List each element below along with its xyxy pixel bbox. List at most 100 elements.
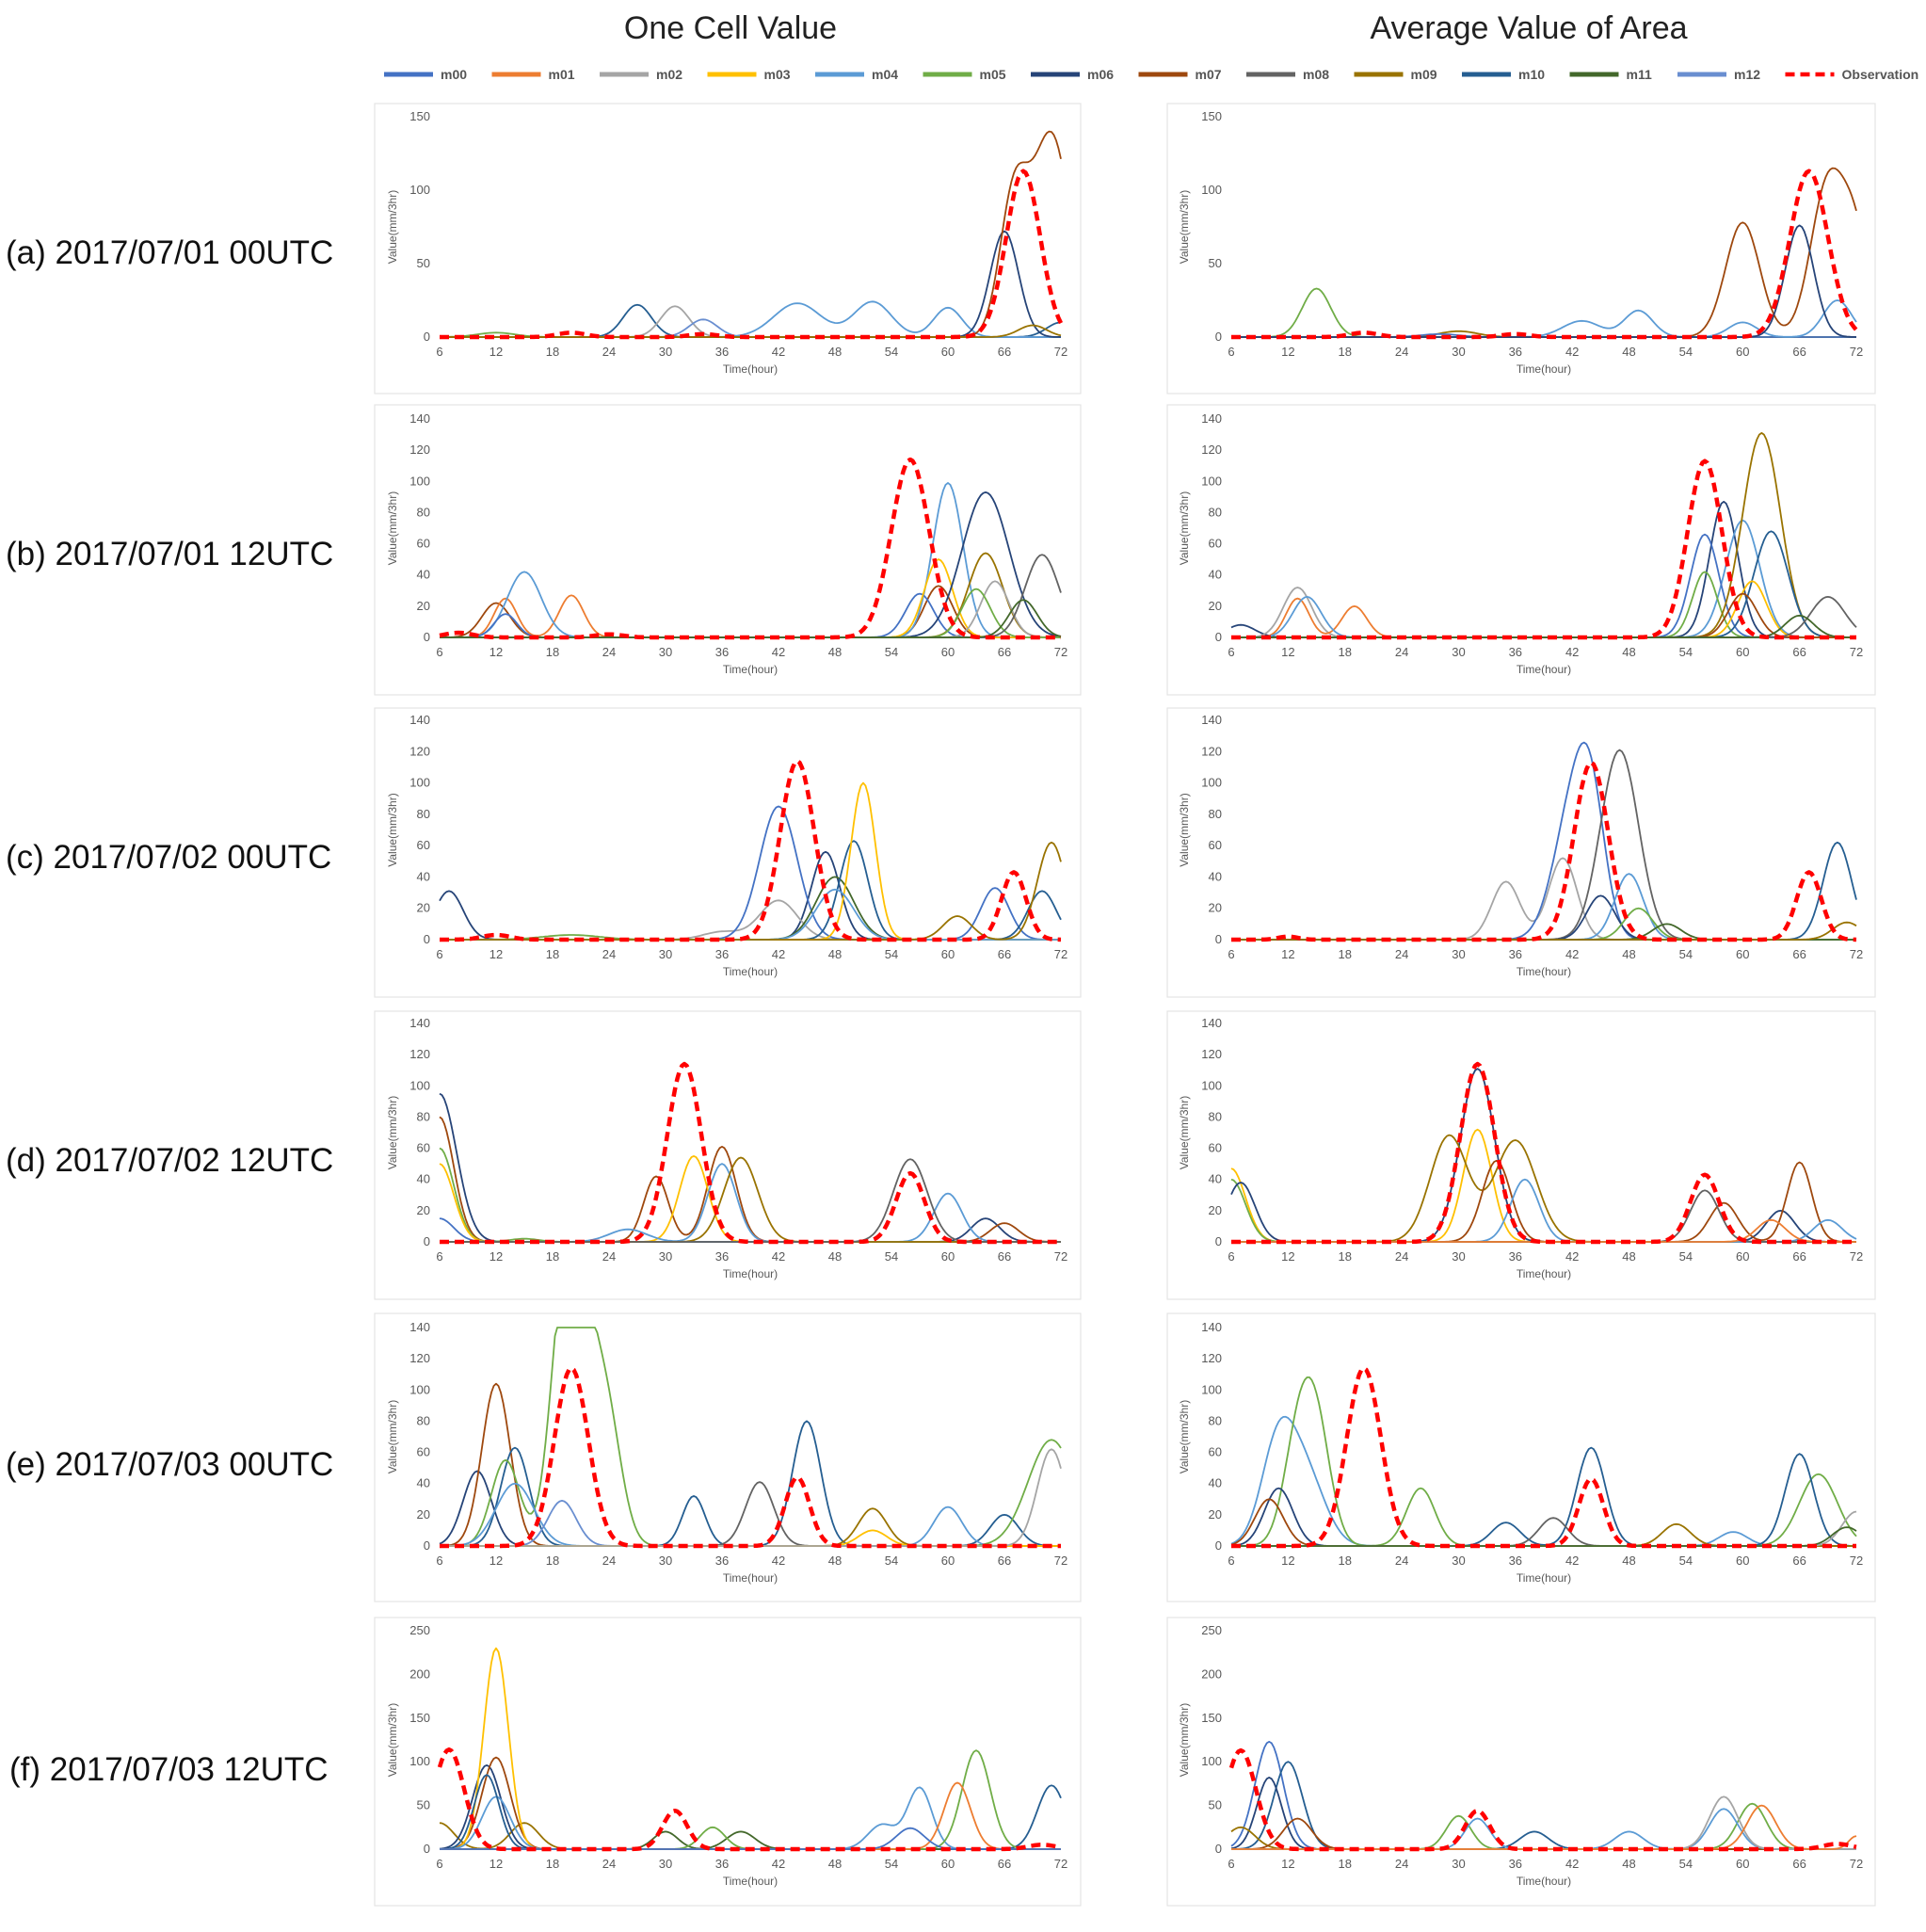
legend-label-m09: m09: [1411, 67, 1437, 82]
x-tick-label: 60: [1736, 1554, 1749, 1568]
y-tick-label: 20: [417, 1507, 430, 1521]
x-tick-label: 36: [715, 1857, 729, 1871]
y-axis-label: Value(mm/3hr): [1178, 491, 1191, 565]
y-tick-label: 0: [1215, 330, 1222, 344]
y-tick-label: 100: [409, 474, 430, 488]
y-tick-label: 150: [409, 1711, 430, 1725]
y-tick-label: 150: [1201, 109, 1222, 123]
x-tick-label: 36: [1509, 345, 1522, 359]
x-tick-label: 42: [1565, 645, 1579, 659]
y-tick-label: 80: [1209, 1109, 1222, 1123]
x-tick-label: 60: [941, 1857, 955, 1871]
x-tick-label: 6: [436, 1554, 442, 1568]
y-tick-label: 150: [1201, 1711, 1222, 1725]
y-tick-label: 80: [417, 1413, 430, 1427]
panel-r1c1: 0 20 40 60 80 100 120 140 6 12 18 24 30 36 42 48 54 60 66 7…: [1166, 404, 1876, 696]
y-tick-label: 0: [424, 1538, 430, 1553]
x-tick-label: 18: [546, 1554, 559, 1568]
y-axis-label: Value(mm/3hr): [1178, 1400, 1191, 1473]
x-tick-label: 48: [1622, 1249, 1635, 1264]
y-tick-label: 100: [409, 183, 430, 197]
series-line-m06: [1231, 224, 1857, 338]
y-axis-label: Value(mm/3hr): [386, 1703, 399, 1777]
x-tick-label: 30: [1452, 1857, 1465, 1871]
y-tick-label: 0: [424, 1234, 430, 1248]
panel-frame: [1166, 404, 1876, 696]
x-axis-label: Time(hour): [1517, 362, 1571, 376]
panel-frame: [1166, 1010, 1876, 1300]
panel-frame: [374, 1312, 1082, 1602]
x-tick-label: 24: [602, 947, 616, 961]
series-line-observation: [440, 1061, 1061, 1245]
x-tick-label: 6: [436, 645, 442, 659]
x-tick-label: 72: [1850, 645, 1863, 659]
legend-label-m12: m12: [1734, 67, 1760, 82]
x-tick-label: 12: [490, 645, 503, 659]
x-tick-label: 24: [602, 345, 616, 359]
x-tick-label: 54: [1679, 645, 1693, 659]
x-tick-label: 24: [1395, 1857, 1408, 1871]
x-axis-label: Time(hour): [723, 1267, 778, 1280]
y-tick-label: 100: [409, 1382, 430, 1396]
y-tick-label: 0: [424, 1842, 430, 1856]
panel-r0c0: 0 50 100 150 6 12 18 24 30 36 42 48 54 60 66 72 Time(hou…: [374, 103, 1082, 394]
x-tick-label: 66: [998, 947, 1011, 961]
x-tick-label: 18: [1338, 1554, 1351, 1568]
x-axis-label: Time(hour): [723, 663, 778, 676]
y-axis-label: Value(mm/3hr): [386, 1400, 399, 1473]
x-axis-label: Time(hour): [723, 1571, 778, 1585]
y-tick-label: 100: [1201, 183, 1222, 197]
row-label-f: (f) 2017/07/03 12UTC: [9, 1751, 329, 1788]
y-tick-label: 140: [1201, 1016, 1222, 1030]
series-line-m09: [440, 841, 1062, 941]
y-tick-label: 0: [1215, 630, 1222, 644]
y-tick-label: 120: [409, 1047, 430, 1061]
y-tick-label: 0: [1215, 932, 1222, 946]
series-line-observation: [1228, 1747, 1857, 1852]
series-line-observation: [439, 457, 1061, 640]
y-tick-label: 120: [1201, 443, 1222, 457]
y-tick-label: 140: [409, 713, 430, 727]
x-tick-label: 48: [1622, 645, 1635, 659]
x-tick-label: 36: [715, 1249, 729, 1264]
x-axis-label: Time(hour): [723, 362, 778, 376]
y-tick-label: 40: [1209, 1476, 1222, 1490]
y-tick-label: 100: [409, 1078, 430, 1092]
x-tick-label: 18: [546, 645, 559, 659]
panel-frame: [374, 707, 1082, 998]
x-tick-label: 72: [1850, 1857, 1863, 1871]
x-tick-label: 24: [602, 1857, 616, 1871]
panel-frame: [374, 404, 1082, 696]
x-tick-label: 60: [1736, 1857, 1749, 1871]
x-tick-label: 6: [1228, 1857, 1234, 1871]
x-axis-label: Time(hour): [723, 965, 778, 978]
y-tick-label: 50: [1209, 1798, 1222, 1812]
y-tick-label: 100: [1201, 1078, 1222, 1092]
x-tick-label: 6: [1228, 1554, 1234, 1568]
x-tick-label: 36: [1509, 1249, 1522, 1264]
y-tick-label: 20: [1209, 1507, 1222, 1521]
y-tick-label: 60: [417, 1141, 430, 1155]
x-tick-label: 72: [1054, 645, 1067, 659]
x-tick-label: 72: [1850, 947, 1863, 961]
series-line-observation: [437, 1747, 1062, 1852]
x-tick-label: 72: [1054, 1249, 1067, 1264]
x-tick-label: 18: [1338, 1249, 1351, 1264]
legend-label-m11: m11: [1627, 67, 1652, 82]
x-tick-label: 24: [1395, 1554, 1408, 1568]
x-tick-label: 42: [1565, 1554, 1579, 1568]
y-tick-label: 100: [1201, 1382, 1222, 1396]
x-tick-label: 54: [1679, 947, 1693, 961]
legend-label-m05: m05: [980, 67, 1006, 82]
x-tick-label: 66: [1792, 1249, 1806, 1264]
y-tick-label: 20: [417, 599, 430, 613]
series-line-observation: [440, 169, 1064, 340]
y-tick-label: 100: [1201, 1754, 1222, 1768]
y-tick-label: 40: [417, 1172, 430, 1186]
y-tick-label: 140: [1201, 411, 1222, 426]
x-tick-label: 48: [828, 1554, 842, 1568]
y-tick-label: 0: [424, 932, 430, 946]
x-tick-label: 54: [885, 1554, 898, 1568]
